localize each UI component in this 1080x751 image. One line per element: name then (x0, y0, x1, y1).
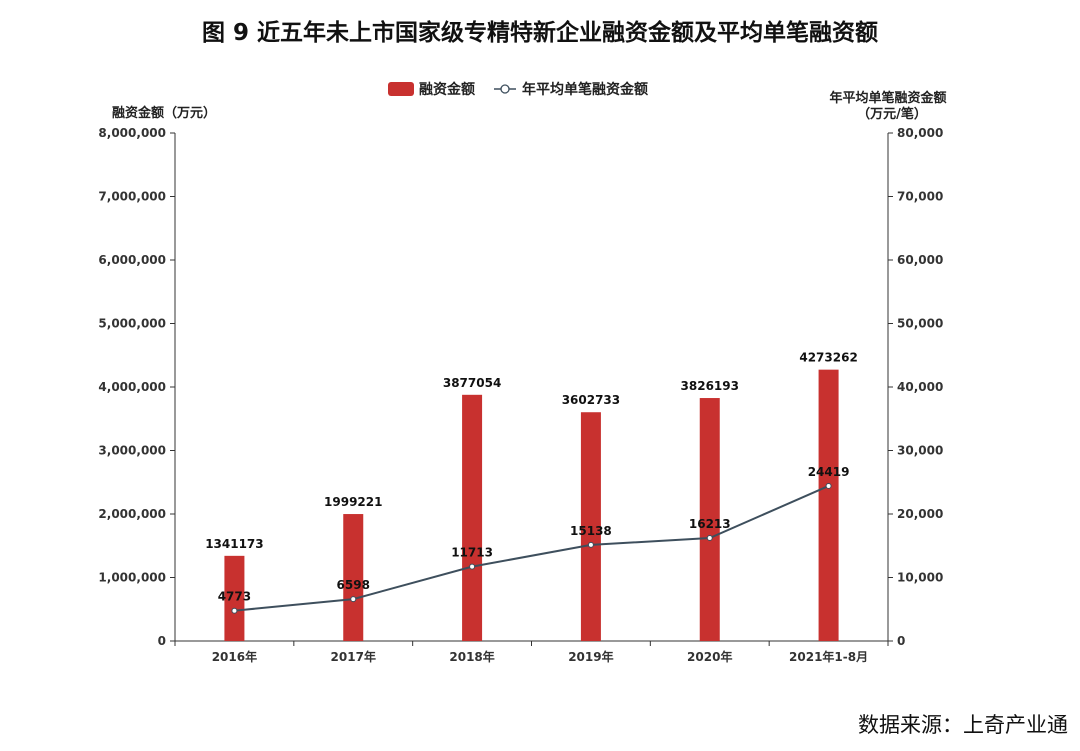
line-point (706, 535, 713, 542)
x-tick-label: 2016年 (212, 649, 257, 664)
y-tick-label-right: 10,000 (897, 571, 943, 585)
line-data-label: 15138 (570, 524, 612, 538)
y-tick-label-right: 50,000 (897, 317, 943, 331)
y-tick-label-right: 60,000 (897, 253, 943, 267)
y-tick-label-left: 4,000,000 (98, 380, 166, 394)
y-tick-label-left: 3,000,000 (98, 444, 166, 458)
y-tick-label-left: 5,000,000 (98, 317, 166, 331)
y-tick-label-right: 80,000 (897, 126, 943, 140)
legend-bar-swatch (388, 82, 414, 96)
bar (343, 514, 364, 641)
line-point (587, 541, 594, 548)
y-tick-label-left: 1,000,000 (98, 571, 166, 585)
legend-line-marker (500, 84, 510, 94)
bar (818, 369, 839, 641)
x-tick-label: 2020年 (687, 649, 732, 664)
source-note: 数据来源：上奇产业通 (858, 713, 1068, 737)
y-tick-label-right: 30,000 (897, 444, 943, 458)
bar-data-label: 1999221 (324, 495, 382, 509)
y-tick-label-right: 40,000 (897, 380, 943, 394)
y-axis-left-label: 融资金额（万元） (112, 105, 216, 121)
line-series (234, 485, 829, 612)
y-tick-label-right: 20,000 (897, 507, 943, 521)
bar (224, 555, 245, 641)
x-tick-label: 2019年 (568, 649, 613, 664)
y-tick-label-left: 7,000,000 (98, 190, 166, 204)
y-tick-label-left: 2,000,000 (98, 507, 166, 521)
line-point (350, 596, 357, 603)
bar-data-label: 3826193 (681, 379, 739, 393)
x-tick-label: 2017年 (331, 649, 376, 664)
line-point (825, 482, 832, 489)
bar-data-label: 1341173 (205, 537, 263, 551)
bar-data-label: 3602733 (562, 393, 620, 407)
y-tick-label-right: 0 (897, 634, 905, 648)
y-tick-label-left: 8,000,000 (98, 126, 166, 140)
x-tick-label: 2018年 (449, 649, 494, 664)
legend-line-label: 年平均单笔融资金额 (522, 81, 648, 98)
bar (462, 394, 483, 641)
bar (580, 412, 601, 641)
line-data-label: 4773 (218, 590, 251, 604)
bar-data-label: 3877054 (443, 376, 501, 390)
y-tick-label-left: 6,000,000 (98, 253, 166, 267)
y-axis-right-label-line2: （万元/笔） (857, 106, 927, 122)
line-data-label: 24419 (808, 465, 850, 479)
x-tick-label: 2021年1-8月 (789, 649, 868, 664)
bar-data-label: 4273262 (799, 351, 857, 365)
line-point (469, 563, 476, 570)
line-data-label: 11713 (451, 546, 493, 560)
y-tick-label-left: 0 (158, 634, 166, 648)
y-axis-right-label-line1: 年平均单笔融资金额 (829, 90, 946, 106)
chart-title: 图 9 近五年未上市国家级专精特新企业融资金额及平均单笔融资额 (202, 19, 878, 46)
y-tick-label-right: 70,000 (897, 190, 943, 204)
legend-bar-label: 融资金额 (419, 81, 475, 98)
bar (699, 398, 720, 641)
line-point (231, 607, 238, 614)
line-data-label: 6598 (337, 578, 370, 592)
legend: 融资金额 年平均单笔融资金额 (388, 81, 648, 98)
line-data-label: 16213 (689, 517, 731, 531)
